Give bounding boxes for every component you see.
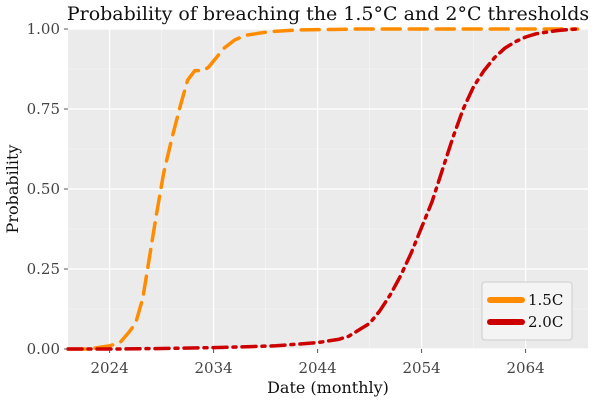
legend-label-2-0c: 2.0C bbox=[528, 313, 563, 331]
chart-title: Probability of breaching the 1.5°C and 2… bbox=[67, 3, 589, 25]
y-tick-label: 0.00 bbox=[27, 340, 60, 358]
y-tick-label: 0.25 bbox=[27, 260, 60, 278]
grid-layer bbox=[68, 28, 588, 350]
x-axis-label: Date (monthly) bbox=[267, 378, 389, 397]
x-tick-label: 2034 bbox=[195, 359, 233, 377]
series-layer bbox=[66, 27, 580, 351]
legend-label-1-5c: 1.5C bbox=[528, 291, 563, 309]
series-line-1-5c bbox=[66, 27, 580, 351]
y-tick-label: 0.75 bbox=[27, 100, 60, 118]
y-tick-label: 1.00 bbox=[27, 20, 60, 38]
series-line-2-0c bbox=[66, 27, 580, 351]
x-tick-label: 2044 bbox=[299, 359, 337, 377]
axis-layer: 0.00 0.25 0.50 0.75 1.00 2024 2034 2044 2054 2064 bbox=[27, 20, 545, 377]
y-tick-label: 0.50 bbox=[27, 180, 60, 198]
x-tick-label: 2064 bbox=[507, 359, 545, 377]
y-axis-label: Probability bbox=[3, 145, 22, 234]
legend: 1.5C 2.0C bbox=[481, 281, 573, 341]
legend-box bbox=[481, 281, 573, 341]
x-tick-label: 2054 bbox=[403, 359, 441, 377]
x-tick-label: 2024 bbox=[91, 359, 129, 377]
